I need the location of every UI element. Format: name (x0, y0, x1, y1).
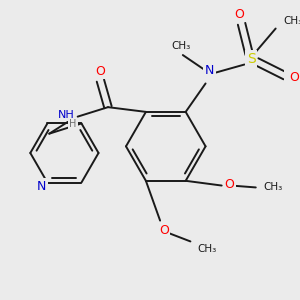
Text: CH₃: CH₃ (283, 16, 300, 26)
Text: O: O (159, 224, 169, 237)
Text: O: O (224, 178, 234, 191)
Text: N: N (37, 180, 46, 193)
Text: CH₃: CH₃ (171, 40, 190, 51)
Text: CH₃: CH₃ (263, 182, 283, 192)
Text: H: H (69, 119, 76, 129)
Text: N: N (205, 64, 214, 77)
Text: O: O (290, 71, 300, 84)
Text: O: O (235, 8, 244, 21)
Text: S: S (247, 52, 255, 66)
Text: O: O (95, 65, 105, 78)
Text: NH: NH (58, 110, 75, 120)
Text: CH₃: CH₃ (198, 244, 217, 254)
